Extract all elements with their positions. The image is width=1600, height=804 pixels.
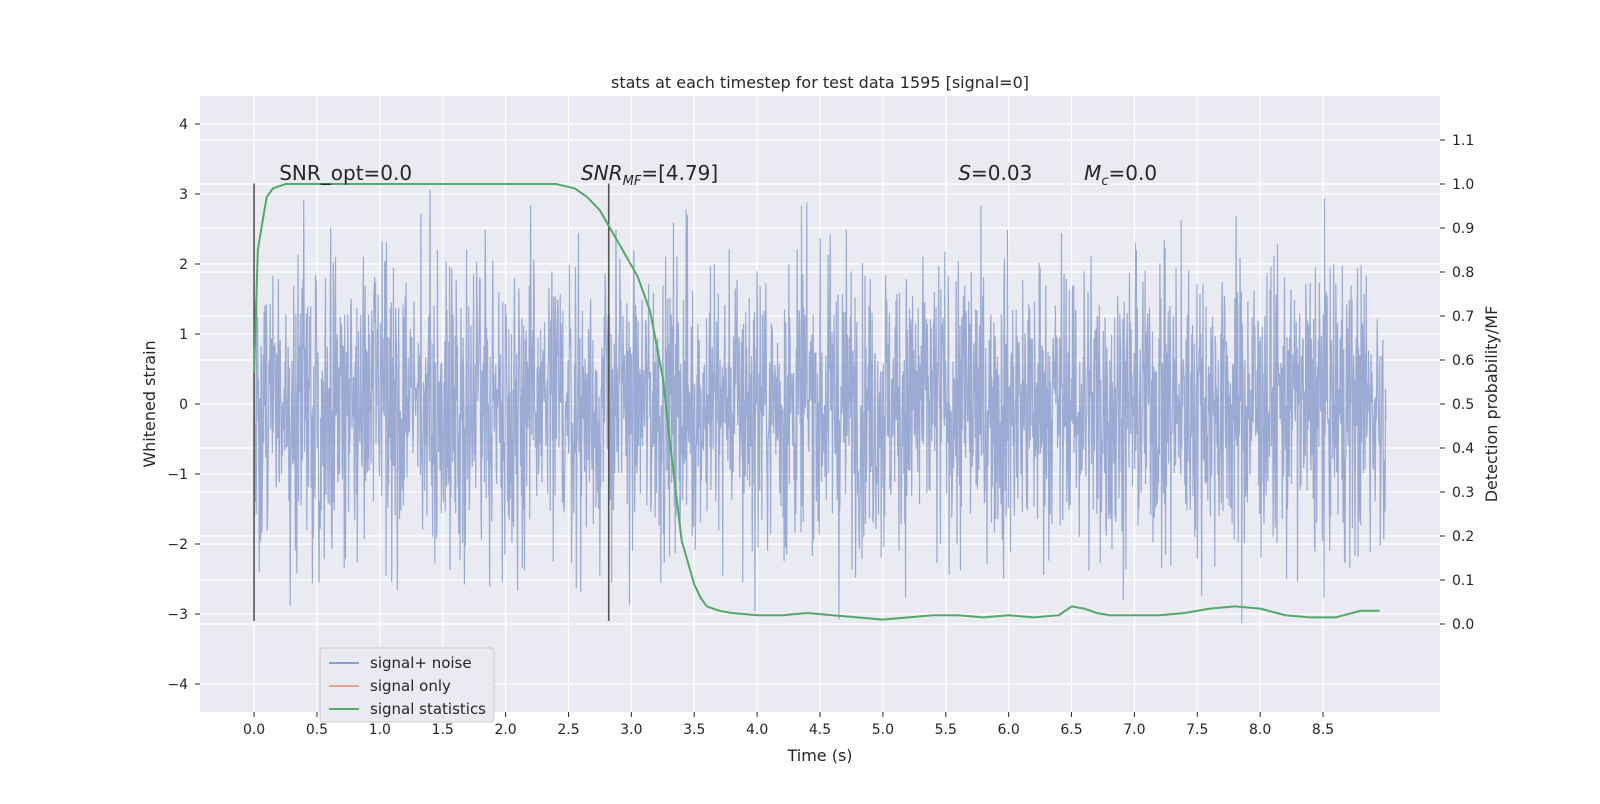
y-left-tick-label-8: 4	[179, 117, 188, 133]
chart-title: stats at each timestep for test data 159…	[611, 73, 1029, 92]
x-tick-label-1: 0.5	[306, 722, 328, 738]
y-left-tick-label-1: −3	[167, 607, 188, 623]
legend-label-stats: signal statistics	[370, 700, 486, 718]
x-tick-label-13: 6.5	[1060, 722, 1082, 738]
annotation-snr_opt: SNR_opt=0.0	[279, 161, 412, 185]
y-left-tick-label-6: 2	[179, 257, 188, 273]
legend: signal+ noise signal only signal statist…	[319, 647, 495, 723]
y-right-tick-label-11: 1.1	[1452, 133, 1474, 149]
stat-series-group	[253, 183, 1380, 621]
legend-label-noise: signal+ noise	[370, 654, 472, 672]
y-right-tick-label-5: 0.5	[1452, 397, 1474, 413]
annotation-snr_mf: SNRMF=[4.79]	[581, 161, 718, 189]
y-left-tick-label-5: 1	[179, 327, 188, 343]
x-tick-label-17: 8.5	[1312, 722, 1334, 738]
noise-series-group	[253, 189, 1387, 624]
x-tick-label-12: 6.0	[998, 722, 1020, 738]
x-tick-label-4: 2.0	[494, 722, 516, 738]
x-tick-label-0: 0.0	[243, 722, 265, 738]
x-tick-label-15: 7.5	[1186, 722, 1208, 738]
y-left-tick-label-4: 0	[179, 397, 188, 413]
marker-lines	[253, 183, 610, 621]
y-right-tick-label-0: 0.0	[1452, 617, 1474, 633]
y-axis-label-left: Whitened strain	[140, 340, 159, 467]
legend-box	[319, 647, 495, 723]
x-tick-label-11: 5.5	[935, 722, 957, 738]
y-right-tick-label-8: 0.8	[1452, 265, 1474, 281]
x-tick-label-5: 2.5	[557, 722, 579, 738]
y-left-tick-label-3: −1	[167, 467, 188, 483]
x-tick-label-2: 1.0	[369, 722, 391, 738]
y-right-tick-label-10: 1.0	[1452, 177, 1474, 193]
stat-series-line	[253, 183, 1380, 621]
y-right-tick-label-9: 0.9	[1452, 221, 1474, 237]
y-axis-label-right: Detection probability/MF	[1482, 306, 1501, 503]
x-tick-label-9: 4.5	[809, 722, 831, 738]
x-tick-label-6: 3.0	[620, 722, 642, 738]
y-right-tick-label-3: 0.3	[1452, 485, 1474, 501]
y-right-tick-label-2: 0.2	[1452, 529, 1474, 545]
y-left-tick-label-7: 3	[179, 187, 188, 203]
x-axis-label: Time (s)	[786, 746, 852, 765]
noise-series-line	[253, 189, 1387, 624]
tick-labels: 0.0 0.5 1.0 1.5 2.0 2.5 3.0 3.5 4.0 4.5 5.0 5.5 6.0 6…	[167, 117, 1474, 738]
annotation-mc_value: Mc=0.0	[1084, 161, 1157, 189]
y-right-tick-label-6: 0.6	[1452, 353, 1474, 369]
x-tick-label-3: 1.5	[432, 722, 454, 738]
x-tick-label-10: 5.0	[872, 722, 894, 738]
legend-label-signal: signal only	[370, 677, 451, 695]
x-tick-label-14: 7.0	[1123, 722, 1145, 738]
y-left-tick-label-2: −2	[167, 537, 188, 553]
x-tick-label-8: 4.0	[746, 722, 768, 738]
annotation-s_value: S=0.03	[958, 161, 1032, 185]
annotations: SNR_opt=0.0 SNRMF=[4.79] S=0.03 Mc=0.0	[279, 161, 1157, 189]
x-tick-label-16: 8.0	[1249, 722, 1271, 738]
y-right-tick-label-7: 0.7	[1452, 309, 1474, 325]
y-left-tick-label-0: −4	[167, 677, 188, 693]
y-right-tick-label-1: 0.1	[1452, 573, 1474, 589]
x-tick-label-7: 3.5	[683, 722, 705, 738]
y-right-tick-label-4: 0.4	[1452, 441, 1474, 457]
